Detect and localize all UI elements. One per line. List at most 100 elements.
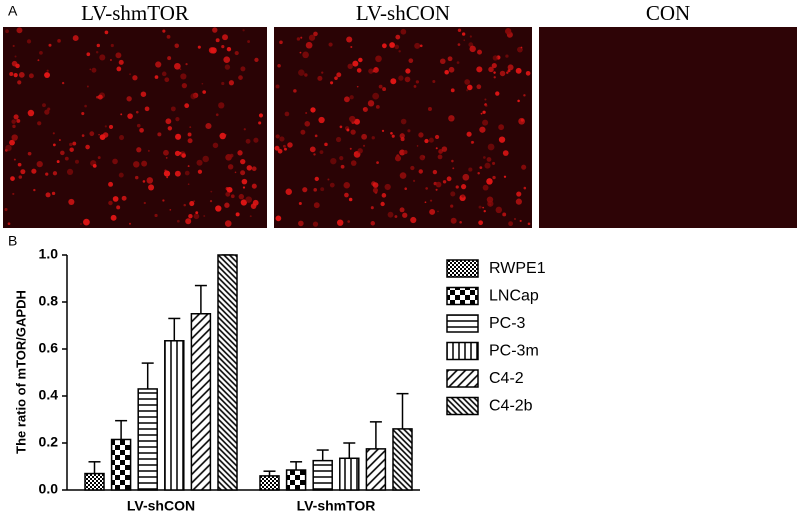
cell bbox=[179, 151, 182, 155]
legend-swatch bbox=[446, 341, 479, 361]
cell bbox=[141, 160, 148, 167]
cell bbox=[514, 218, 516, 220]
cell bbox=[346, 36, 353, 43]
cell bbox=[9, 72, 14, 77]
cell bbox=[119, 135, 125, 141]
cell bbox=[305, 41, 313, 49]
cell bbox=[408, 58, 414, 64]
cell bbox=[357, 148, 363, 154]
cell bbox=[372, 182, 379, 188]
cell bbox=[519, 219, 522, 223]
cell bbox=[15, 63, 20, 69]
legend-label: RWPE1 bbox=[489, 260, 546, 277]
y-tick-label: 1.0 bbox=[39, 246, 59, 262]
bar bbox=[285, 469, 307, 491]
cell bbox=[395, 34, 401, 40]
cell bbox=[372, 187, 379, 193]
cell bbox=[202, 155, 209, 163]
cell bbox=[66, 168, 74, 175]
bar bbox=[392, 428, 413, 491]
y-tick-label: 0.6 bbox=[39, 340, 59, 356]
cell bbox=[242, 29, 245, 32]
image-title: LV-shCON bbox=[356, 1, 450, 25]
cell bbox=[218, 102, 225, 109]
cell bbox=[225, 153, 232, 161]
cell bbox=[482, 119, 489, 126]
cell bbox=[486, 196, 494, 203]
cell bbox=[202, 90, 207, 94]
cell bbox=[508, 221, 514, 227]
cell bbox=[492, 161, 496, 165]
cell bbox=[187, 183, 190, 186]
legend-label: LNCap bbox=[489, 288, 539, 305]
cell bbox=[480, 112, 483, 115]
cell bbox=[434, 134, 440, 140]
cell bbox=[48, 43, 52, 47]
cell bbox=[12, 192, 15, 196]
cell bbox=[96, 43, 100, 48]
cell bbox=[13, 114, 19, 120]
cell bbox=[466, 89, 469, 92]
cell bbox=[246, 165, 253, 171]
cell bbox=[104, 30, 109, 35]
cell bbox=[479, 166, 483, 170]
cell bbox=[116, 66, 122, 72]
cell bbox=[350, 129, 356, 135]
cell bbox=[86, 52, 91, 57]
cell bbox=[139, 127, 144, 133]
cell bbox=[495, 206, 503, 214]
cell bbox=[348, 197, 353, 202]
cell bbox=[215, 113, 219, 117]
cell bbox=[438, 149, 443, 154]
cell bbox=[215, 38, 220, 43]
cell bbox=[36, 161, 43, 168]
cell bbox=[185, 218, 192, 225]
cell bbox=[466, 131, 472, 137]
cell bbox=[424, 201, 427, 204]
cell bbox=[14, 55, 17, 58]
cell bbox=[461, 32, 466, 36]
y-tick-label: 0.2 bbox=[39, 434, 59, 450]
cell bbox=[308, 34, 316, 41]
x-tick-label: LV-shCON bbox=[127, 498, 195, 514]
cell bbox=[455, 185, 459, 189]
cell bbox=[222, 34, 228, 41]
cell bbox=[201, 82, 204, 85]
cell bbox=[250, 203, 257, 209]
cell bbox=[330, 157, 337, 165]
cell bbox=[92, 164, 97, 168]
cell bbox=[451, 159, 454, 163]
cell bbox=[520, 118, 524, 122]
cell bbox=[361, 133, 368, 140]
cell bbox=[435, 181, 442, 188]
cell bbox=[12, 44, 15, 48]
cell bbox=[99, 54, 106, 61]
cell bbox=[234, 51, 239, 56]
cell bbox=[304, 120, 311, 127]
cell bbox=[314, 134, 318, 138]
cell bbox=[484, 98, 487, 101]
cell bbox=[450, 217, 457, 224]
cell bbox=[399, 149, 406, 156]
cell bbox=[418, 169, 423, 174]
cell bbox=[118, 172, 124, 178]
cell bbox=[492, 175, 496, 180]
cell bbox=[372, 92, 380, 100]
cell bbox=[99, 134, 106, 141]
cell bbox=[368, 68, 374, 74]
cell bbox=[18, 175, 23, 179]
cell bbox=[298, 69, 305, 76]
cell bbox=[336, 72, 342, 78]
image-title: LV-shmTOR bbox=[81, 1, 189, 25]
cell bbox=[210, 47, 217, 54]
cell bbox=[346, 128, 350, 132]
cell bbox=[274, 145, 280, 151]
cell bbox=[469, 45, 476, 53]
cell bbox=[234, 171, 237, 174]
cell bbox=[81, 134, 85, 137]
cell bbox=[492, 55, 499, 61]
cell bbox=[279, 136, 285, 142]
cell bbox=[69, 142, 73, 147]
cell bbox=[118, 59, 124, 65]
